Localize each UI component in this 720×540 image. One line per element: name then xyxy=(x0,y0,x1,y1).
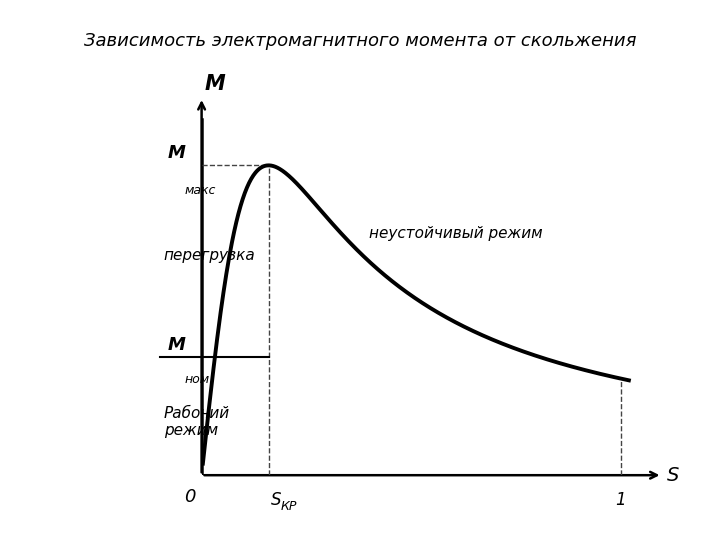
Text: неустойчивый режим: неустойчивый режим xyxy=(369,226,543,241)
Text: S: S xyxy=(271,491,282,509)
Text: M: M xyxy=(168,144,186,162)
Text: КР: КР xyxy=(280,500,297,513)
Text: макс: макс xyxy=(185,184,216,197)
Text: Рабочий
режим: Рабочий режим xyxy=(164,406,230,438)
Text: 1: 1 xyxy=(615,491,626,509)
Text: 0: 0 xyxy=(184,488,196,505)
Text: M: M xyxy=(168,336,186,354)
Text: S: S xyxy=(667,465,679,485)
Text: M: M xyxy=(205,74,225,94)
Text: Зависимость электромагнитного момента от скольжения: Зависимость электромагнитного момента от… xyxy=(84,32,636,50)
Text: ном: ном xyxy=(185,373,210,386)
Text: перегрузка: перегрузка xyxy=(164,248,256,263)
